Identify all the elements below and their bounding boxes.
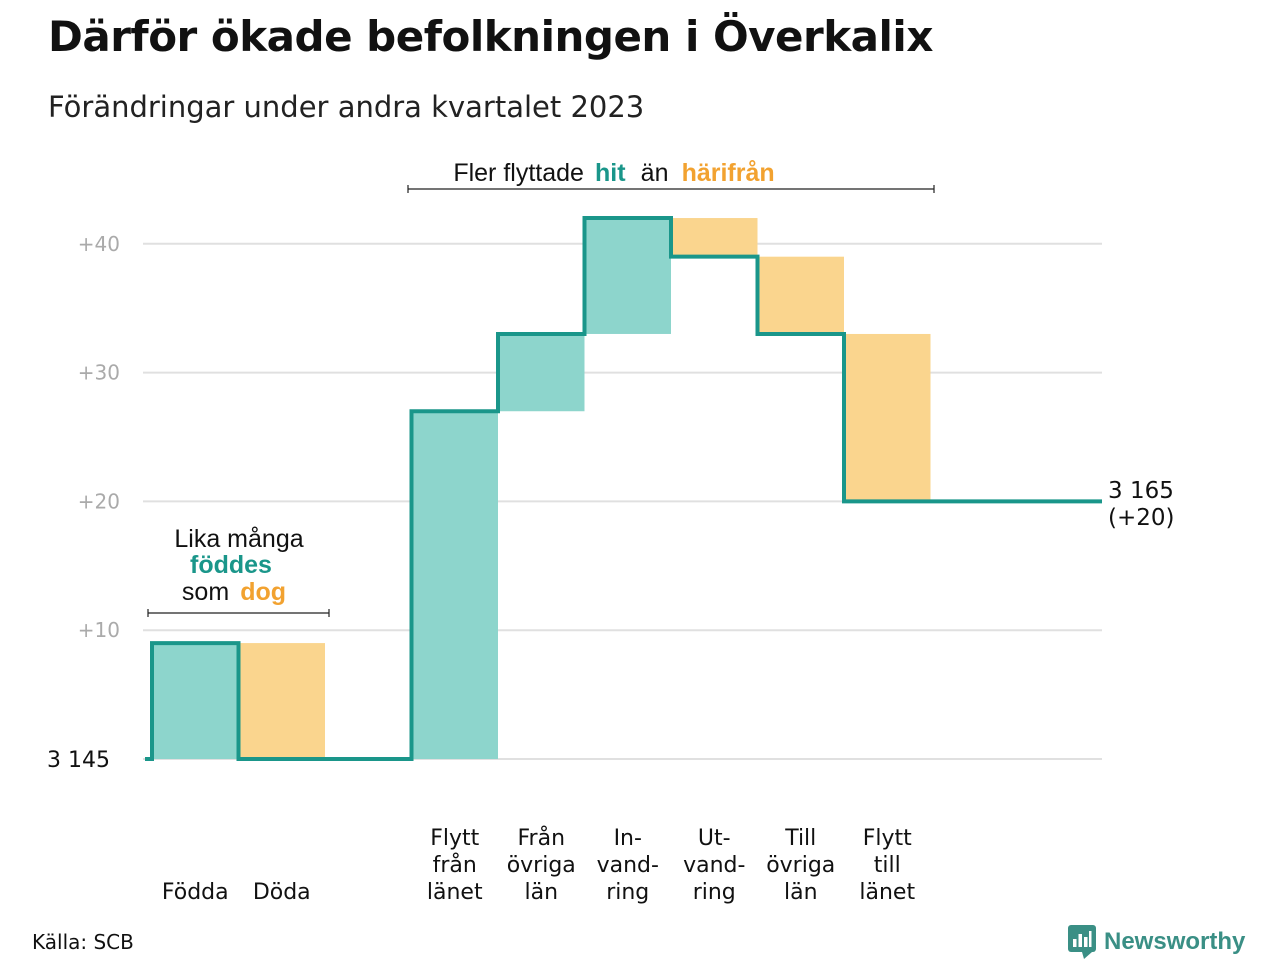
category-label: övriga: [507, 853, 576, 878]
y-base-label: 3 145: [47, 748, 110, 773]
natural-annotation-dog: dog: [240, 578, 286, 606]
svg-text:som dog: som dog: [182, 578, 286, 606]
migration-annotation-harifran: härifrån: [682, 159, 775, 187]
migration-annotation-hit: hit: [595, 159, 626, 187]
increase-bar: [584, 218, 671, 334]
natural-annotation-foddes: föddes: [190, 551, 272, 579]
category-label: län: [784, 880, 818, 905]
page-title: Därför ökade befolkningen i Överkalix: [48, 12, 933, 61]
increase-bar: [411, 411, 498, 759]
decrease-bar: [238, 643, 325, 759]
chart-subtitle: Förändringar under andra kvartalet 2023: [48, 90, 645, 124]
end-value-label: 3 165: [1108, 478, 1174, 504]
increase-bar: [498, 333, 585, 412]
end-value-label: (+20): [1108, 505, 1174, 531]
natural-annotation-line1: Lika många: [174, 525, 303, 553]
bar-chart-speech-bubble-icon: [1068, 925, 1096, 959]
migration-bracket: [407, 185, 935, 193]
category-label: Flytt: [430, 826, 479, 851]
source-note: Källa: SCB: [32, 930, 134, 954]
y-tick-label: +40: [78, 232, 120, 256]
y-tick-label: +20: [78, 489, 120, 513]
category-label: till: [874, 853, 901, 878]
category-label: länet: [427, 880, 483, 905]
category-label: ring: [606, 880, 649, 905]
cumulative-step-line: [145, 216, 1102, 761]
category-label: Döda: [253, 880, 311, 905]
decrease-bar: [671, 218, 758, 257]
category-label: Från: [517, 825, 565, 851]
brand-name: Newsworthy: [1104, 928, 1246, 955]
increase-bar: [152, 643, 239, 759]
category-label: vand-: [683, 853, 745, 878]
decrease-bar: [757, 256, 844, 334]
category-label: Till: [784, 826, 816, 851]
category-label: Födda: [162, 880, 229, 905]
svg-text:Fler flyttade hit: Fler flyttade hit än härifrån: [453, 159, 774, 187]
category-label: Flytt: [863, 826, 912, 851]
natural-bracket: [147, 609, 330, 617]
category-label: vand-: [597, 853, 659, 878]
migration-annotation: Fler flyttade hit än härifrån: [407, 159, 935, 193]
y-tick-label: +10: [78, 618, 120, 642]
category-label: Ut-: [698, 826, 731, 851]
natural-change-annotation: Lika många föddes som dog: [147, 525, 330, 617]
migration-annotation-pre: Fler flyttade: [453, 159, 584, 187]
decrease-bar: [844, 333, 931, 502]
category-label: ring: [693, 880, 736, 905]
y-tick-label: +30: [78, 361, 120, 385]
newsworthy-logo: Newsworthy: [1068, 924, 1245, 960]
category-label: län: [524, 880, 558, 905]
migration-annotation-mid: än: [641, 159, 669, 187]
category-label: In-: [614, 826, 642, 851]
category-label: övriga: [766, 853, 835, 878]
category-label: från: [433, 852, 477, 878]
category-label: länet: [859, 880, 915, 905]
natural-annotation-som: som: [182, 578, 229, 606]
